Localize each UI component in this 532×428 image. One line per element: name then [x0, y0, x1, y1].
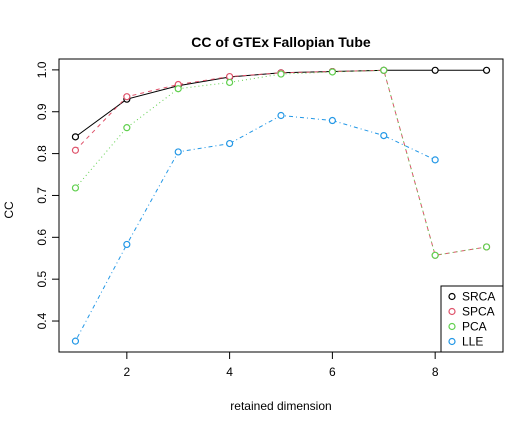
data-point-lle — [380, 131, 388, 140]
x-tick-label: 8 — [432, 365, 439, 379]
data-point-lle — [174, 148, 182, 156]
data-point-pca — [482, 243, 491, 251]
data-point-srca — [482, 66, 491, 74]
legend-marker-pca — [448, 322, 456, 331]
data-point-lle — [123, 240, 131, 249]
y-tick-label: 1.0 — [35, 61, 49, 78]
x-tick-label: 4 — [226, 365, 233, 379]
data-point-lle — [431, 156, 439, 164]
data-point-pca — [226, 78, 234, 87]
plot-frame — [58, 58, 504, 353]
data-point-spca — [123, 93, 131, 101]
legend-marker-srca — [448, 292, 456, 301]
x-tick-label: 2 — [123, 365, 130, 379]
data-point-pca — [71, 184, 80, 192]
data-point-spca — [71, 146, 80, 154]
chart-title: CC of GTEx Fallopian Tube — [191, 34, 371, 50]
y-tick-label: 0.8 — [35, 145, 49, 162]
legend-marker-spca — [448, 307, 456, 316]
data-point-lle — [277, 111, 285, 120]
legend-label-pca: PCA — [462, 320, 487, 334]
data-point-lle — [226, 139, 234, 148]
series-layer — [71, 66, 491, 345]
data-point-pca — [277, 70, 285, 78]
data-point-pca — [174, 85, 182, 93]
series-pca — [71, 66, 491, 259]
y-tick-label: 0.6 — [35, 229, 49, 246]
data-point-pca — [123, 124, 131, 132]
data-point-srca — [431, 66, 439, 74]
x-axis-label: retained dimension — [230, 399, 331, 413]
series-line-spca — [75, 69, 487, 256]
data-point-pca — [380, 66, 388, 74]
series-lle — [71, 111, 439, 345]
legend-label-lle: LLE — [462, 335, 483, 349]
data-point-pca — [431, 251, 439, 259]
data-point-lle — [71, 337, 80, 345]
data-point-spca — [226, 72, 234, 81]
y-tick-label: 0.9 — [35, 103, 49, 120]
y-tick-label: 0.7 — [35, 187, 49, 204]
legend-label-srca: SRCA — [462, 290, 495, 304]
axes: 2 4 6 8 0.4 0.5 0.6 0.7 0.8 0.9 1.0 — [35, 61, 439, 379]
series-line-lle — [74, 114, 436, 342]
y-axis-label: CC — [2, 201, 16, 219]
data-point-srca — [71, 133, 80, 141]
y-tick-label: 0.4 — [35, 312, 49, 329]
legend-label-spca: SPCA — [462, 305, 495, 319]
data-point-lle — [328, 116, 336, 125]
legend-marker-lle — [448, 337, 456, 346]
data-point-pca — [328, 68, 336, 76]
series-line-pca — [75, 69, 487, 256]
y-tick-label: 0.5 — [35, 271, 49, 288]
x-tick-label: 6 — [329, 365, 336, 379]
